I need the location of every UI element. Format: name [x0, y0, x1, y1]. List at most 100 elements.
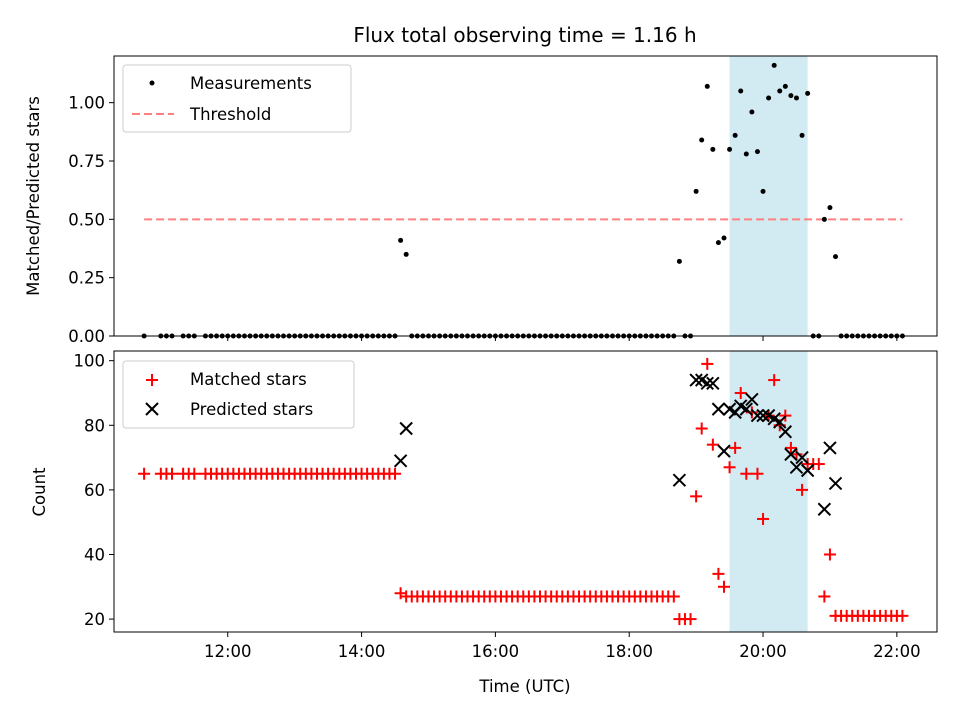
measurement-point [403, 251, 409, 257]
x-axis-label: Time (UTC) [478, 677, 570, 696]
bottom-y-axis-label: Count [30, 467, 49, 517]
measurement-point [699, 137, 705, 143]
predicted-star-point [828, 476, 843, 491]
matched-star-point [768, 374, 781, 387]
matched-star-point [823, 548, 836, 561]
measurement-point [771, 62, 777, 68]
measurement-point [704, 83, 710, 89]
matched-star-point [667, 590, 680, 603]
predicted-star-point [711, 402, 726, 416]
predicted-star-point [773, 415, 787, 429]
top-y-axis-label: Matched/Predicted stars [24, 96, 43, 296]
matched-star-point [734, 386, 747, 399]
measurement-point [766, 95, 772, 101]
matched-star-point [796, 483, 809, 496]
predicted-star-point [784, 447, 798, 462]
top-y-tick-label: 0.50 [68, 210, 105, 229]
bottom-x-axis: 12:00 14:00 16:00 18:00 20:00 22:00 [204, 632, 921, 661]
matched-star-point [165, 467, 178, 480]
matched-star-point [706, 438, 719, 451]
matched-star-point [690, 490, 703, 503]
predicted-star-point [689, 373, 703, 387]
matched-star-point [389, 467, 402, 480]
bottom-y-tick-label: 100 [74, 352, 106, 371]
legend-threshold-label: Threshold [189, 105, 271, 124]
matched-star-point [712, 567, 725, 580]
predicted-star-point [700, 376, 714, 391]
bottom-legend-box [122, 360, 355, 429]
matched-star-point [896, 609, 909, 622]
bottom-y-tick-label: 80 [84, 416, 105, 435]
matched-star-point [812, 458, 825, 471]
predicted-star-point [717, 444, 731, 458]
matched-star-point [695, 422, 708, 435]
chart-title: Flux total observing time = 1.16 h [353, 23, 696, 47]
bottom-highlight-span [729, 351, 808, 632]
measurement-point [833, 254, 839, 260]
measurement-point [721, 235, 727, 241]
legend-matched-marker [146, 374, 158, 386]
measurement-point [727, 146, 733, 152]
measurement-point [715, 240, 721, 246]
bottom-x-tick-label: 16:00 [472, 642, 520, 661]
measurement-point [738, 88, 744, 94]
bottom-y-tick-label: 60 [84, 481, 105, 500]
top-y-tick-label: 0.75 [68, 152, 105, 171]
matched-star-point [745, 406, 758, 419]
legend-matched-label: Matched stars [190, 370, 307, 389]
predicted-star-point [823, 441, 837, 455]
top-y-tick-label: 1.00 [68, 94, 105, 113]
matched-star-point [729, 441, 742, 454]
matched-star-point [740, 467, 753, 480]
predicted-star-point [800, 463, 815, 478]
top-highlight-span [729, 56, 808, 336]
bottom-legend: Matched stars Predicted stars [122, 360, 355, 429]
bottom-y-tick-label: 40 [84, 545, 105, 564]
predicted-star-point [739, 402, 754, 416]
measurement-point [777, 88, 783, 94]
measurement-point [782, 83, 788, 89]
matched-star-point [188, 467, 201, 480]
predicted-star-point [706, 376, 720, 391]
predicted-star-point [745, 392, 759, 407]
top-panel: Flux total observing time = 1.16 h 0.000… [24, 23, 938, 346]
legend-measurements-marker [149, 80, 155, 86]
predicted-star-point [393, 454, 408, 468]
measurement-point [693, 188, 699, 194]
top-y-axis: 0.00 0.25 0.50 0.75 1.00 [68, 94, 114, 346]
bottom-x-tick-label: 20:00 [739, 642, 787, 661]
top-axes-frame [113, 55, 938, 337]
bottom-x-tick-label: 12:00 [204, 642, 252, 661]
matched-stars-points [138, 357, 909, 626]
bottom-panel: 20 40 60 80 100 12:00 14:00 16:00 18:00 20:00 22:… [30, 350, 938, 696]
measurement-point [827, 205, 833, 211]
top-legend-box [122, 64, 352, 133]
measurement-point [760, 188, 766, 194]
predicted-stars-points [393, 373, 843, 516]
measurement-point [398, 237, 404, 243]
matched-star-point [757, 512, 770, 525]
measurement-point [676, 258, 682, 264]
matched-star-point [818, 590, 831, 603]
bottom-x-tick-label: 18:00 [605, 642, 653, 661]
measurement-point [805, 90, 811, 96]
matched-star-point [718, 580, 731, 593]
predicted-star-point [795, 450, 809, 465]
bottom-x-tick-label: 22:00 [873, 642, 921, 661]
measurement-point [788, 93, 794, 99]
bottom-axes-frame [113, 350, 938, 633]
measurement-point [793, 95, 799, 101]
top-legend: Measurements Threshold [122, 64, 352, 133]
measurement-point [821, 216, 827, 222]
matched-star-point [701, 357, 714, 370]
measurement-point [749, 109, 755, 115]
measurement-point [799, 132, 805, 138]
matched-star-point [684, 613, 697, 626]
predicted-star-point [756, 408, 770, 423]
matched-star-point [779, 409, 792, 422]
predicted-star-point [778, 425, 793, 439]
legend-measurements-label: Measurements [190, 74, 312, 93]
measurement-point [743, 151, 749, 157]
top-y-tick-label: 0.25 [68, 269, 105, 288]
matched-star-point [751, 467, 764, 480]
